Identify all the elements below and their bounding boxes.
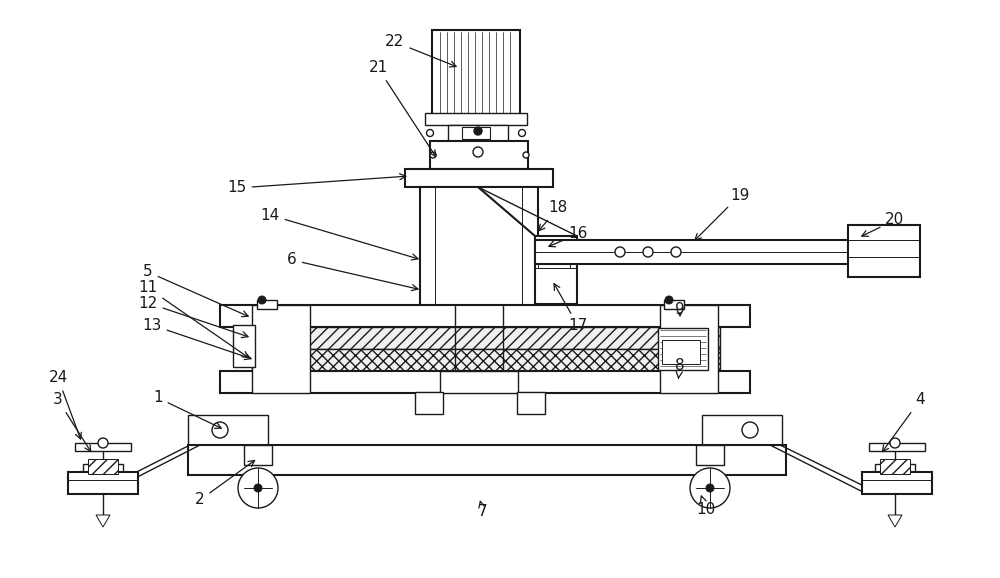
Circle shape — [518, 129, 526, 136]
Bar — [662, 340, 700, 364]
Circle shape — [474, 127, 482, 135]
Circle shape — [426, 129, 434, 136]
Circle shape — [98, 438, 108, 448]
Circle shape — [473, 147, 483, 157]
Text: 2: 2 — [195, 461, 255, 507]
Circle shape — [742, 422, 758, 438]
Bar — [517, 392, 545, 414]
Circle shape — [254, 484, 262, 492]
Bar — [696, 445, 724, 465]
Circle shape — [690, 468, 730, 508]
Bar — [220, 371, 750, 393]
Bar — [455, 368, 503, 390]
Text: 24: 24 — [48, 370, 81, 439]
Circle shape — [523, 152, 529, 158]
Bar — [244, 445, 272, 465]
Text: 4: 4 — [882, 392, 925, 451]
Bar — [658, 328, 708, 370]
Text: 17: 17 — [554, 284, 588, 334]
Circle shape — [212, 422, 228, 438]
Bar — [257, 300, 277, 309]
Bar — [430, 141, 528, 169]
Text: 12: 12 — [138, 295, 248, 338]
Polygon shape — [96, 515, 110, 527]
Text: 3: 3 — [53, 392, 91, 451]
Circle shape — [238, 468, 278, 508]
Bar — [869, 443, 925, 451]
Text: 21: 21 — [368, 61, 436, 157]
Text: 22: 22 — [385, 35, 456, 67]
Text: 18: 18 — [539, 201, 568, 231]
Bar — [75, 443, 131, 451]
Bar — [448, 125, 508, 141]
Bar — [188, 445, 786, 475]
Text: 11: 11 — [138, 280, 249, 358]
Text: 6: 6 — [287, 253, 418, 291]
Bar — [862, 472, 932, 494]
Circle shape — [643, 247, 653, 257]
Text: 5: 5 — [143, 265, 248, 317]
Bar — [188, 415, 268, 467]
Polygon shape — [462, 127, 490, 139]
Text: 10: 10 — [696, 496, 716, 517]
Bar — [83, 464, 123, 472]
Text: 20: 20 — [862, 213, 905, 236]
Bar — [880, 459, 910, 474]
Bar — [538, 240, 570, 268]
Text: 19: 19 — [695, 187, 750, 240]
Circle shape — [430, 152, 436, 158]
Circle shape — [890, 438, 900, 448]
Bar — [664, 300, 684, 309]
Bar — [535, 240, 890, 264]
Bar — [432, 30, 520, 115]
Bar — [252, 327, 720, 349]
Bar — [252, 305, 310, 393]
Circle shape — [665, 296, 673, 304]
Text: 7: 7 — [478, 501, 488, 520]
Bar — [220, 305, 750, 327]
Polygon shape — [888, 515, 902, 527]
Text: 14: 14 — [260, 208, 418, 260]
Bar — [420, 187, 538, 352]
Text: 9: 9 — [675, 302, 685, 317]
Text: 1: 1 — [153, 391, 221, 428]
Text: 15: 15 — [227, 173, 406, 195]
Bar — [233, 325, 255, 367]
Bar — [88, 459, 118, 474]
Circle shape — [671, 247, 681, 257]
Bar — [415, 392, 443, 414]
Bar — [440, 371, 518, 393]
Text: 13: 13 — [142, 317, 251, 360]
Bar — [425, 113, 527, 125]
Circle shape — [258, 296, 266, 304]
Bar — [405, 352, 553, 368]
Circle shape — [615, 247, 625, 257]
Bar — [535, 236, 577, 304]
Bar — [405, 169, 553, 187]
Bar — [68, 472, 138, 494]
Bar — [660, 305, 718, 393]
Circle shape — [706, 484, 714, 492]
Bar — [848, 225, 920, 277]
Bar — [702, 415, 782, 467]
Text: 16: 16 — [549, 227, 588, 247]
Bar — [252, 349, 720, 371]
Text: 8: 8 — [675, 358, 685, 378]
Bar — [875, 464, 915, 472]
